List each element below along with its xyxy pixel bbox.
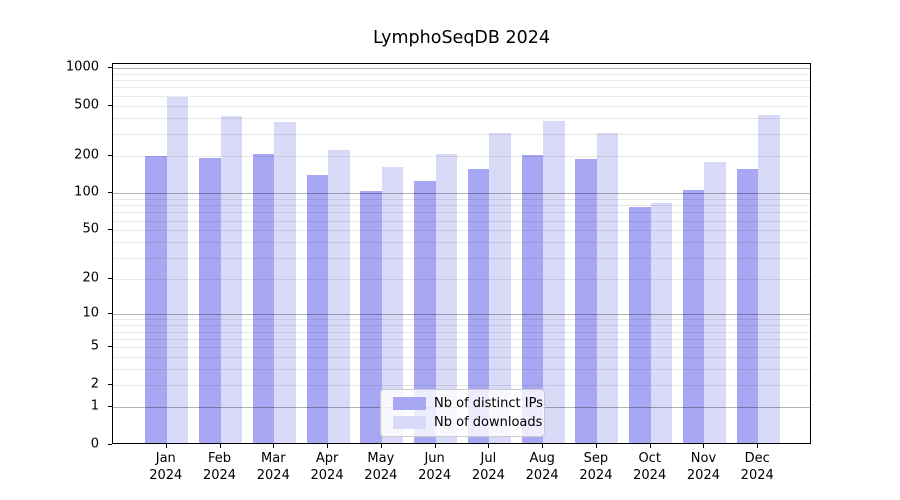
y-tick-mark-20 <box>108 277 112 279</box>
y-tick-mark-1 <box>108 406 112 408</box>
y-tick-mark-100 <box>108 192 112 194</box>
x-tick-label-dec: Dec 2024 <box>740 451 774 483</box>
x-tick-mark-feb <box>219 444 221 448</box>
bar-jun-distinct-ips <box>414 181 436 443</box>
bar-sep-distinct-ips <box>575 159 597 443</box>
bar-oct-downloads <box>650 203 673 443</box>
x-tick-mark-oct <box>649 444 651 448</box>
y-tick-label-10: 10 <box>82 305 99 321</box>
y-tick-label-5: 5 <box>90 338 99 354</box>
x-tick-mark-jun <box>434 444 436 448</box>
x-tick-label-feb: Feb 2024 <box>202 451 237 483</box>
x-tick-label-mar: Mar 2024 <box>256 451 290 483</box>
bar-mar-distinct-ips <box>252 153 275 443</box>
bar-jan-downloads <box>166 96 189 443</box>
y-tick-mark-50 <box>108 229 112 231</box>
x-tick-label-may: May 2024 <box>364 451 398 483</box>
bar-oct-distinct-ips <box>629 206 651 443</box>
x-tick-mark-jan <box>165 444 167 448</box>
y-tick-mark-10 <box>108 313 112 315</box>
x-tick-mark-sep <box>595 444 597 448</box>
y-tick-label-200: 200 <box>74 147 99 163</box>
bar-apr-downloads <box>328 149 350 443</box>
bar-aug-distinct-ips <box>521 154 544 443</box>
bar-jul-distinct-ips <box>467 168 490 443</box>
bar-may-downloads <box>381 167 404 443</box>
bar-feb-downloads <box>220 115 243 443</box>
legend-swatch-distinct-ips <box>393 397 426 410</box>
y-tick-label-0: 0 <box>90 436 99 452</box>
chart-title: LymphoSeqDB 2024 <box>372 28 551 48</box>
y-tick-label-20: 20 <box>82 270 99 286</box>
y-tick-label-100: 100 <box>74 184 99 200</box>
legend-item-distinct-ips: Nb of distinct IPs <box>393 396 543 411</box>
x-tick-mark-aug <box>542 444 544 448</box>
bar-dec-distinct-ips <box>736 169 759 443</box>
y-tick-label-1: 1 <box>90 398 99 414</box>
bars-layer <box>113 64 810 443</box>
y-tick-label-1000: 1000 <box>65 59 99 75</box>
x-tick-label-jun: Jun 2024 <box>418 451 452 483</box>
x-tick-mark-nov <box>703 444 705 448</box>
bar-mar-downloads <box>274 121 296 443</box>
y-tick-mark-5 <box>108 346 112 348</box>
bar-nov-distinct-ips <box>682 189 705 443</box>
bar-aug-downloads <box>543 120 565 443</box>
y-tick-label-50: 50 <box>82 221 99 237</box>
bar-may-distinct-ips <box>360 191 382 443</box>
x-tick-label-nov: Nov 2024 <box>686 451 720 483</box>
bar-sep-downloads <box>596 132 619 443</box>
y-tick-mark-500 <box>108 104 112 106</box>
y-tick-mark-1000 <box>108 67 112 68</box>
bar-feb-distinct-ips <box>199 158 221 443</box>
y-tick-mark-2 <box>108 384 112 386</box>
x-tick-label-apr: Apr 2024 <box>310 451 344 483</box>
bar-jul-downloads <box>489 132 511 443</box>
x-tick-label-jul: Jul 2024 <box>471 451 505 483</box>
bar-nov-downloads <box>704 161 726 443</box>
legend-label-downloads: Nb of downloads <box>434 415 543 430</box>
x-tick-label-sep: Sep 2024 <box>579 451 613 483</box>
bar-dec-downloads <box>758 114 780 443</box>
x-tick-mark-mar <box>273 444 275 448</box>
x-tick-mark-may <box>380 444 382 448</box>
x-tick-label-oct: Oct 2024 <box>633 451 667 483</box>
legend: Nb of distinct IPs Nb of downloads <box>380 389 545 437</box>
x-tick-mark-dec <box>757 444 759 448</box>
x-tick-mark-apr <box>327 444 329 448</box>
x-tick-label-jan: Jan 2024 <box>149 451 183 483</box>
legend-swatch-downloads <box>393 416 426 429</box>
bar-jun-downloads <box>435 153 458 443</box>
y-tick-mark-0 <box>108 444 112 445</box>
y-tick-label-2: 2 <box>90 376 99 392</box>
legend-item-downloads: Nb of downloads <box>393 415 542 430</box>
x-tick-label-aug: Aug 2024 <box>525 451 559 483</box>
y-tick-label-500: 500 <box>74 97 99 113</box>
bar-jan-distinct-ips <box>145 156 167 443</box>
legend-label-distinct-ips: Nb of distinct IPs <box>434 396 543 411</box>
plot-area <box>112 63 811 444</box>
x-tick-mark-jul <box>488 444 490 448</box>
bar-apr-distinct-ips <box>306 174 329 443</box>
y-tick-mark-200 <box>108 154 112 156</box>
